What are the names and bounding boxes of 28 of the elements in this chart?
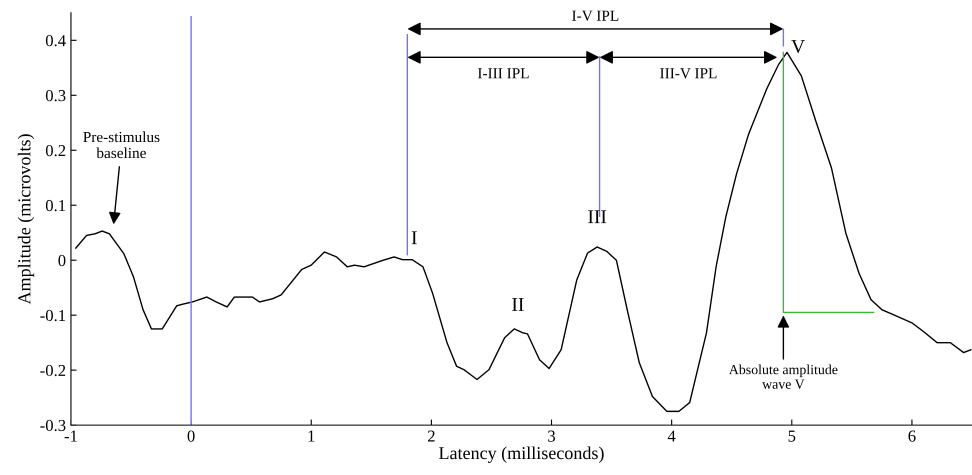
y-tick-label: -0.2: [40, 364, 66, 376]
x-tick-label: 1: [308, 430, 314, 442]
x-tick-label: 3: [548, 430, 556, 442]
x-tick-label: 4: [668, 430, 676, 442]
annotation: I: [412, 231, 417, 244]
y-tick-label: 0.4: [46, 35, 66, 46]
y-tick-label: -0.1: [40, 310, 66, 322]
y-tick-label: 0.3: [46, 90, 66, 102]
y-axis-title: Amplitude (microvolts): [18, 134, 34, 304]
y-tick-label: 0.1: [46, 200, 66, 212]
line-series: [75, 52, 972, 412]
x-tick-label: 2: [428, 430, 435, 442]
x-tick-label: 6: [908, 430, 916, 442]
annotation: II: [512, 298, 524, 311]
x-axis-title: Latency (milliseconds): [439, 446, 604, 463]
annotation: Pre-stimulus baseline: [83, 131, 160, 158]
annotation: V: [791, 40, 805, 54]
annotation: Absolute amplitude wave V: [728, 364, 838, 389]
y-tick-label: -0.3: [40, 420, 66, 432]
annotation: III-V IPL: [660, 68, 716, 78]
x-tick-label: 0: [188, 430, 195, 442]
annotation: I-V IPL: [572, 10, 618, 21]
y-tick-label: 0.2: [46, 144, 66, 156]
x-tick-label: 5: [788, 430, 796, 442]
x-tick-label: -1: [64, 430, 77, 442]
annotation: I-III IPL: [478, 68, 529, 78]
annotation: III: [588, 210, 606, 224]
y-tick-label: 0: [58, 254, 66, 266]
